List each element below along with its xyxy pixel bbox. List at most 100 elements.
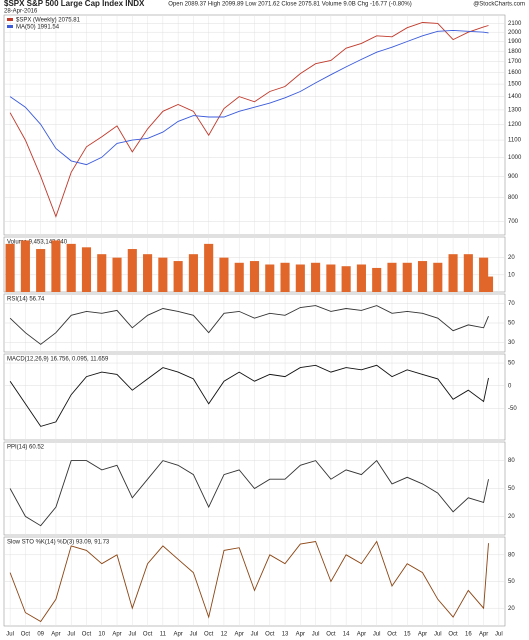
x-tick-label: Jul bbox=[6, 632, 14, 638]
volume-bar bbox=[433, 262, 443, 292]
x-tick-label: Oct bbox=[448, 632, 458, 638]
x-tick-label: 15 bbox=[404, 632, 411, 638]
legend-label: $SPX (Weekly) 2075.81 bbox=[16, 18, 81, 24]
x-tick-label: Oct bbox=[204, 632, 214, 638]
y-tick-label: -50 bbox=[508, 406, 517, 412]
y-tick-label: 2100 bbox=[508, 21, 522, 27]
volume-bar bbox=[66, 243, 76, 292]
series-line bbox=[9, 459, 489, 527]
y-tick-label: 20 bbox=[508, 255, 515, 261]
x-tick-label: Oct bbox=[265, 632, 275, 638]
panel-label: RSI(14) 56.74 bbox=[7, 297, 45, 303]
x-tick-label: 09 bbox=[37, 632, 44, 638]
x-tick-label: Apr bbox=[173, 632, 182, 638]
x-tick-label: Oct bbox=[143, 632, 153, 638]
legend-swatch bbox=[7, 25, 13, 28]
volume-bar bbox=[219, 257, 229, 292]
x-tick-label: Jul bbox=[373, 632, 381, 638]
x-tick-label: Oct bbox=[326, 632, 336, 638]
series-line bbox=[9, 22, 489, 218]
y-tick-label: 900 bbox=[508, 174, 519, 180]
volume-bar bbox=[143, 254, 153, 292]
volume-bar bbox=[127, 249, 137, 292]
y-tick-label: 50 bbox=[508, 486, 515, 492]
x-tick-label: Apr bbox=[235, 632, 244, 638]
x-tick-label: Apr bbox=[479, 632, 488, 638]
date: 28-Apr-2016 bbox=[4, 9, 38, 15]
y-tick-label: 20 bbox=[508, 514, 515, 520]
volume-bar bbox=[417, 261, 428, 292]
chart-title: $SPX S&P 500 Large Cap Index INDX bbox=[4, 0, 145, 8]
y-tick-label: 1100 bbox=[508, 138, 522, 144]
series-line bbox=[9, 540, 489, 623]
volume-bar bbox=[387, 262, 397, 292]
volume-bar bbox=[112, 257, 122, 292]
y-tick-label: 1900 bbox=[508, 39, 522, 45]
x-tick-label: 11 bbox=[160, 632, 167, 638]
y-tick-label: 1300 bbox=[508, 108, 522, 114]
volume-bar bbox=[311, 262, 321, 292]
x-tick-label: Jul bbox=[251, 632, 259, 638]
y-tick-label: 20 bbox=[508, 606, 515, 612]
volume-bar bbox=[20, 240, 30, 292]
volume-bar bbox=[51, 240, 61, 292]
volume-bar bbox=[234, 262, 244, 292]
panel-label: PPI(14) 60.52 bbox=[7, 445, 45, 451]
legend-label: MA(50) 1991.54 bbox=[16, 25, 60, 31]
y-tick-label: 1500 bbox=[508, 82, 522, 88]
y-tick-label: 50 bbox=[508, 321, 515, 327]
volume-bar bbox=[158, 257, 168, 292]
source: @StockCharts.com bbox=[473, 2, 525, 8]
volume-bar bbox=[463, 254, 473, 292]
volume-bar bbox=[81, 247, 92, 292]
volume-bar bbox=[341, 266, 351, 292]
volume-bar bbox=[173, 261, 183, 292]
panel-label: Slow STO %K(14) %D(3) 93.09, 91.73 bbox=[7, 540, 110, 546]
x-tick-label: Oct bbox=[21, 632, 31, 638]
volume-bar bbox=[36, 249, 46, 292]
series-line bbox=[9, 29, 489, 166]
volume-bar bbox=[280, 262, 290, 292]
volume-bar bbox=[356, 264, 366, 292]
x-tick-label: Jul bbox=[434, 632, 442, 638]
y-tick-label: 80 bbox=[508, 458, 515, 464]
x-tick-label: Jul bbox=[128, 632, 136, 638]
x-tick-label: Apr bbox=[296, 632, 305, 638]
volume-bar bbox=[448, 254, 458, 292]
y-tick-label: 30 bbox=[508, 340, 515, 346]
volume-bar bbox=[372, 267, 382, 292]
series-line bbox=[9, 305, 489, 345]
x-tick-label: 14 bbox=[343, 632, 350, 638]
volume-bar bbox=[402, 262, 412, 292]
x-tick-label: Apr bbox=[51, 632, 60, 638]
y-tick-label: 10 bbox=[508, 272, 515, 278]
legend-swatch bbox=[7, 18, 13, 21]
x-tick-label: 10 bbox=[98, 632, 105, 638]
volume-bar bbox=[204, 243, 214, 292]
y-tick-label: 800 bbox=[508, 195, 519, 201]
x-tick-label: 16 bbox=[465, 632, 472, 638]
volume-bar bbox=[5, 243, 15, 292]
x-tick-label: Apr bbox=[357, 632, 366, 638]
x-tick-label: 13 bbox=[282, 632, 289, 638]
x-tick-label: Oct bbox=[387, 632, 397, 638]
y-tick-label: 700 bbox=[508, 219, 519, 225]
volume-bar bbox=[295, 264, 305, 292]
y-tick-label: 1400 bbox=[508, 94, 522, 100]
y-tick-label: 0 bbox=[508, 383, 512, 389]
y-tick-label: 50 bbox=[508, 361, 515, 367]
volume-bar bbox=[483, 276, 494, 292]
volume-bar bbox=[249, 261, 260, 292]
y-tick-label: 50 bbox=[508, 579, 515, 585]
volume-bar bbox=[326, 264, 336, 292]
x-tick-label: Jul bbox=[190, 632, 198, 638]
x-tick-label: Jul bbox=[67, 632, 75, 638]
x-tick-label: Oct bbox=[82, 632, 92, 638]
volume-bar bbox=[479, 257, 489, 292]
y-tick-label: 2000 bbox=[508, 30, 522, 36]
x-tick-label: Apr bbox=[112, 632, 121, 638]
panel-label: Volume 9,453,143,040 bbox=[7, 240, 68, 246]
x-tick-label: Apr bbox=[418, 632, 427, 638]
y-tick-label: 1200 bbox=[508, 122, 522, 128]
